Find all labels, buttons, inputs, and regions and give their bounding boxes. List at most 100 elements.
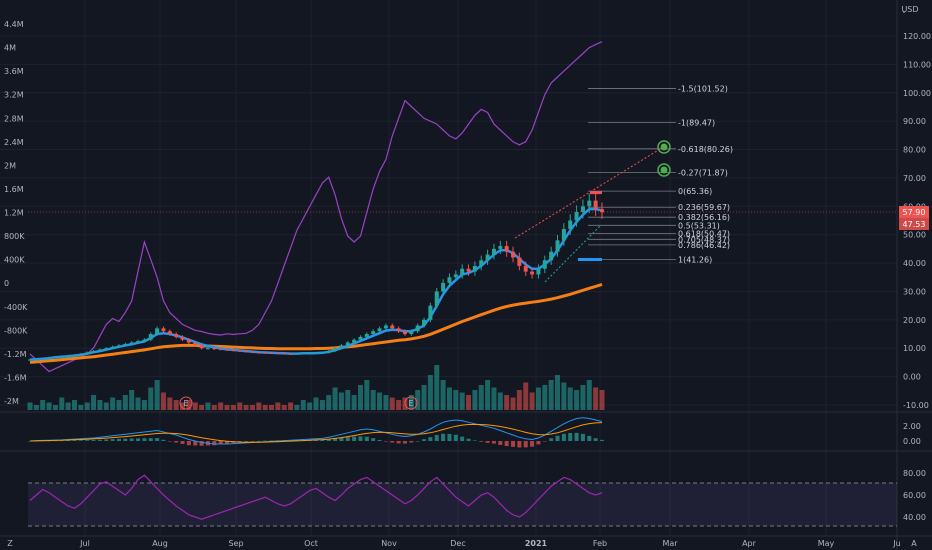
volume-bar — [230, 405, 236, 410]
time-tick-label: Nov — [381, 539, 397, 548]
macd-tick-label: 0.00 — [903, 437, 921, 446]
trendline-lower — [544, 225, 601, 283]
candle-body — [587, 200, 592, 207]
currency-label[interactable]: USD — [901, 5, 918, 14]
price-tick-label: 70.00 — [903, 174, 926, 183]
volume-bar — [408, 395, 414, 410]
macd-histogram-bar — [180, 441, 185, 444]
obv-tick-label: -1.6M — [4, 373, 27, 382]
candle-body — [358, 336, 363, 340]
rsi-tick-label: 40.00 — [903, 513, 926, 522]
candle-body — [593, 200, 598, 210]
ema-price-tag: 47.53 — [899, 218, 929, 230]
auto-scale-icon[interactable]: A — [911, 539, 917, 548]
macd-histogram-bar — [580, 433, 585, 441]
time-axis[interactable]: Jul Aug Sep Oct Nov Dec 2021 Feb Mar Apr May Ju — [79, 539, 901, 548]
candle-body — [282, 353, 287, 355]
svg-text:47.53: 47.53 — [903, 220, 926, 229]
volume-bar — [27, 402, 33, 410]
price-axis[interactable]: 120.00110.00100.0090.0080.0070.0060.0050… — [903, 32, 931, 410]
candle-body — [40, 358, 45, 360]
candle-body — [415, 325, 420, 332]
time-tick-label: Mar — [662, 539, 678, 548]
earnings-marker[interactable]: E — [179, 396, 193, 410]
volume-bar — [148, 387, 154, 410]
macd-histogram-bar — [523, 441, 528, 448]
fib-level-label: 0.5(53.31) — [678, 221, 720, 230]
macd-histogram-bar — [479, 441, 484, 442]
obv-tick-label: 2.4M — [4, 138, 24, 147]
volume-bar — [160, 392, 166, 410]
volume-bar — [65, 402, 71, 410]
macd-histogram-bar — [466, 438, 471, 441]
time-tick-label: Oct — [304, 539, 318, 548]
volume-bar — [46, 402, 52, 410]
candle-body — [225, 349, 230, 351]
volume-bar — [357, 385, 363, 410]
last-price-tag: 57.90 — [28, 206, 929, 218]
candle-body — [34, 359, 39, 361]
volume-bar — [326, 395, 332, 410]
candle-body — [364, 334, 369, 337]
volume-bar — [71, 400, 77, 410]
candle-body — [307, 353, 312, 355]
macd-histogram-bar — [472, 440, 477, 441]
macd-histogram-bar — [415, 441, 420, 442]
macd-histogram-bar — [460, 436, 465, 441]
macd-histogram-bar — [511, 441, 516, 447]
volume-bar — [434, 365, 440, 410]
time-tick-label: Sep — [228, 539, 243, 548]
candle-body — [155, 328, 160, 335]
obv-tick-label: -800K — [4, 326, 28, 335]
price-tick-label: 100.00 — [903, 89, 931, 98]
macd-histogram-bar — [428, 437, 433, 441]
macd-histogram-bar — [66, 440, 71, 441]
macd-histogram-bar — [390, 441, 395, 443]
macd-histogram-bar — [72, 440, 77, 441]
candle-body — [110, 346, 115, 349]
price-tick-label: 120.00 — [903, 32, 931, 41]
target-marker — [657, 163, 671, 177]
candle-body — [574, 211, 579, 221]
candle-body — [561, 229, 566, 241]
volume-bar — [84, 402, 90, 410]
volume-bar — [338, 392, 344, 410]
candle-body — [568, 220, 573, 230]
macd-histogram-bar — [199, 441, 204, 446]
candle-body — [447, 277, 452, 283]
volume-bar — [472, 390, 478, 410]
macd-histogram-bar — [174, 441, 179, 443]
candle-body — [390, 325, 395, 329]
macd-histogram-bar — [383, 441, 388, 442]
volume-bar — [351, 395, 357, 410]
macd-histogram-bar — [422, 439, 427, 441]
obv-tick-label: 800K — [4, 232, 25, 241]
fib-level-label: -1.5(101.52) — [678, 84, 728, 93]
timezone-icon[interactable]: Z — [7, 539, 13, 548]
obv-axis: 4.4M 4M 3.6M 3.2M 2.8M 2.4M 2M 1.6M 1.2M 800K 400K… — [4, 20, 28, 406]
volume-bar — [504, 395, 510, 410]
macd-histogram-bar — [85, 440, 90, 441]
candle-body — [491, 248, 496, 255]
macd-tick-label: 2.00 — [903, 422, 921, 431]
earnings-marker[interactable]: E — [404, 396, 418, 410]
candle-body — [371, 331, 376, 335]
candle-body — [377, 328, 382, 332]
candle-body — [91, 351, 96, 353]
macd-histogram-bar — [237, 441, 242, 443]
candle-body — [320, 352, 325, 354]
candle-body — [485, 254, 490, 261]
fib-level-label: 0(65.36) — [678, 187, 712, 196]
obv-tick-label: 0 — [4, 279, 9, 288]
price-tick-label: 110.00 — [903, 60, 931, 69]
macd-histogram-bar — [574, 432, 579, 441]
volume-bar — [567, 387, 573, 410]
volume-bar — [561, 382, 567, 410]
fib-level-label: 0.236(59.67) — [678, 203, 730, 212]
macd-histogram-bar — [104, 439, 109, 441]
macd-histogram-bar — [568, 432, 573, 441]
volume-bar — [110, 397, 116, 410]
macd-histogram-bar — [142, 438, 147, 441]
volume-bar — [364, 380, 370, 410]
